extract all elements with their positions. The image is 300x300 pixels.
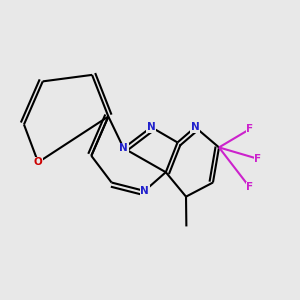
Text: F: F [246, 124, 254, 134]
Text: N: N [191, 122, 200, 132]
Text: N: N [147, 122, 156, 132]
Text: F: F [246, 182, 254, 193]
Text: O: O [34, 157, 43, 167]
Text: N: N [119, 143, 128, 153]
Text: N: N [140, 186, 149, 196]
Text: F: F [254, 154, 262, 164]
